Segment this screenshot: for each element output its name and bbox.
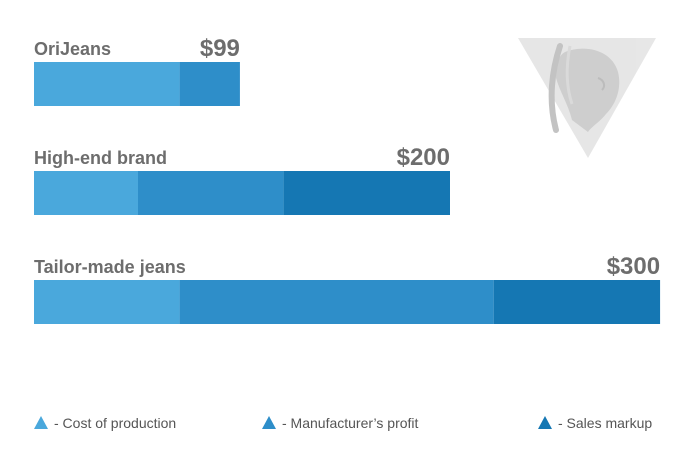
bar-high-end-brand-sales-markup — [283, 171, 450, 215]
legend-triangle-icon — [262, 416, 276, 429]
legend-triangle-icon — [34, 416, 48, 429]
bar-orijeans-cost-of-production — [34, 62, 180, 106]
feather-headdress-logo — [518, 38, 656, 158]
bar-high-end-brand-cost-of-production — [34, 171, 138, 215]
legend: - Cost of production - Manufacturer’s pro… — [34, 415, 652, 431]
total-label-orijeans: $99 — [200, 35, 240, 62]
bar-high-end-brand-manufacturer-s-profit — [138, 171, 284, 215]
total-label-high-end-brand: $200 — [397, 144, 450, 171]
total-label-tailor-made-jeans: $300 — [607, 253, 660, 280]
bar-tailor-made-jeans-manufacturer-s-profit — [179, 280, 494, 324]
bars-layer — [34, 62, 661, 324]
category-label-high-end-brand: High-end brand — [34, 148, 167, 168]
bar-tailor-made-jeans-sales-markup — [493, 280, 661, 324]
legend-label-sales-markup: - Sales markup — [558, 415, 652, 431]
labels-layer: OriJeans $99 High-end brand $200 Tailor-made… — [34, 35, 660, 280]
category-label-tailor-made-jeans: Tailor-made jeans — [34, 257, 186, 277]
legend-label-manufacturer-s-profit: - Manufacturer’s profit — [282, 415, 419, 431]
bar-orijeans-manufacturer-s-profit — [179, 62, 240, 106]
legend-label-cost-of-production: - Cost of production — [54, 415, 176, 431]
legend-triangle-icon — [538, 416, 552, 429]
category-label-orijeans: OriJeans — [34, 39, 111, 59]
bar-tailor-made-jeans-cost-of-production — [34, 280, 180, 324]
